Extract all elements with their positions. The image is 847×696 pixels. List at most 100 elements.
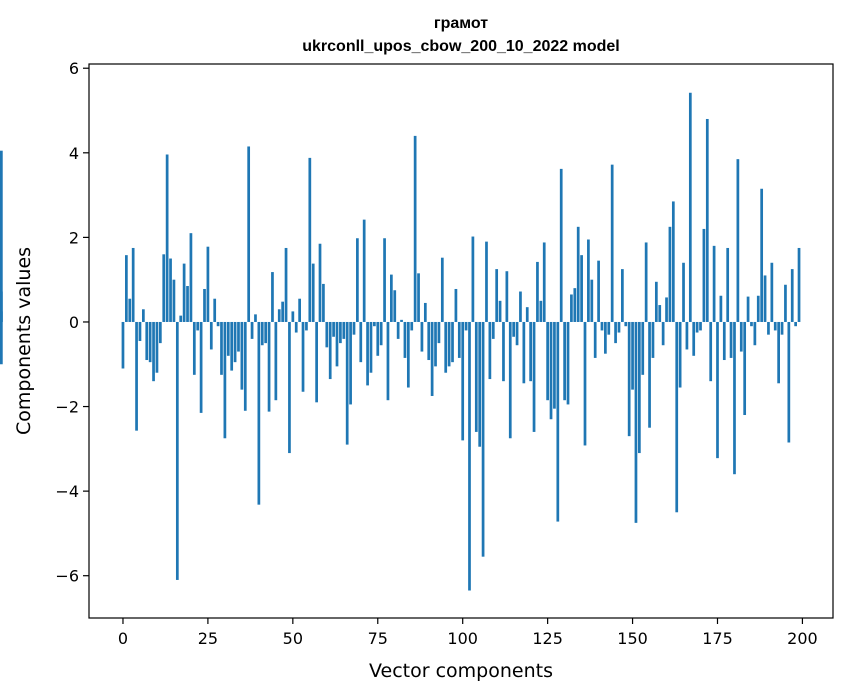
bar: [410, 321, 414, 331]
bar: [566, 321, 570, 405]
bar: [440, 257, 444, 322]
bar: [746, 296, 750, 322]
bar: [162, 254, 166, 322]
bar: [376, 321, 380, 356]
bar: [305, 321, 308, 331]
bar: [121, 321, 125, 369]
bar: [152, 321, 155, 382]
y-tick-label: 0: [69, 313, 79, 332]
bar: [563, 321, 566, 401]
bar: [797, 247, 801, 322]
bar: [624, 321, 628, 327]
x-tick-label: 175: [702, 629, 733, 648]
bar: [658, 305, 662, 322]
bar: [508, 321, 512, 439]
bar: [366, 321, 369, 386]
bar: [699, 321, 702, 331]
bar: [705, 118, 709, 322]
x-tick-label: 150: [617, 629, 648, 648]
bar: [743, 321, 747, 416]
bar-series: [0, 92, 801, 591]
bar: [519, 291, 522, 322]
bar: [675, 321, 679, 513]
bar: [685, 321, 689, 350]
bar: [702, 228, 706, 322]
bar: [512, 321, 516, 337]
bar: [420, 321, 424, 352]
bar: [607, 321, 611, 335]
bar: [298, 298, 301, 322]
x-tick-label: 25: [198, 629, 218, 648]
bar: [203, 288, 206, 322]
bar: [142, 309, 145, 322]
bar: [131, 247, 135, 322]
bar: [457, 321, 461, 358]
bar: [474, 321, 478, 432]
bar: [250, 321, 254, 339]
bar: [199, 321, 203, 413]
bar: [291, 311, 295, 322]
bar: [787, 321, 791, 443]
bar: [688, 92, 692, 322]
bar: [733, 321, 736, 475]
bar: [413, 135, 417, 322]
bar: [138, 321, 142, 341]
y-tick-label: −6: [55, 567, 79, 586]
x-tick-label: 0: [118, 629, 128, 648]
bar: [257, 321, 261, 505]
bar: [617, 321, 621, 333]
bar: [502, 321, 505, 382]
bar: [767, 321, 770, 335]
bar: [192, 321, 196, 375]
bar: [634, 321, 638, 523]
bar: [525, 307, 529, 322]
bar: [695, 321, 699, 333]
bar: [240, 321, 244, 390]
bar: [756, 295, 760, 322]
bar: [651, 321, 655, 358]
bar: [423, 302, 427, 322]
bar: [189, 233, 193, 322]
bar: [356, 238, 359, 322]
bar: [362, 219, 366, 322]
bar: [277, 309, 281, 322]
bar: [471, 236, 475, 322]
bar: [145, 321, 149, 361]
bar: [274, 321, 278, 401]
bar: [556, 321, 560, 522]
bar: [281, 301, 284, 322]
axis-ticks: 0 25 50 75 100 125 150 175 200 −6 −4 −2 0 2 4 6: [55, 59, 817, 648]
bar: [570, 294, 573, 322]
bar: [325, 321, 329, 348]
x-tick-label: 50: [283, 629, 303, 648]
bar: [406, 321, 410, 388]
x-tick-label: 75: [368, 629, 388, 648]
bar: [692, 321, 696, 356]
bar: [318, 243, 322, 322]
bar: [158, 321, 162, 344]
bar: [237, 321, 240, 352]
bar: [213, 298, 217, 322]
bar: [169, 258, 172, 322]
bar: [678, 321, 682, 388]
bar: [539, 300, 543, 322]
bar: [260, 321, 264, 346]
bar: [390, 274, 393, 322]
bar: [148, 321, 152, 363]
bar: [760, 188, 764, 322]
bar: [288, 321, 291, 454]
bar: [386, 321, 390, 401]
bar: [712, 245, 716, 322]
bar: [488, 321, 492, 380]
bar: [631, 321, 634, 390]
x-tick-label: 200: [787, 629, 818, 648]
bar: [532, 321, 536, 432]
bar: [0, 321, 3, 365]
y-tick-label: 6: [69, 59, 79, 78]
bar: [267, 321, 271, 412]
bar: [335, 321, 339, 367]
bar: [648, 321, 651, 428]
bar: [536, 261, 539, 322]
bar: [125, 255, 128, 322]
plot-frame: [88, 63, 834, 619]
